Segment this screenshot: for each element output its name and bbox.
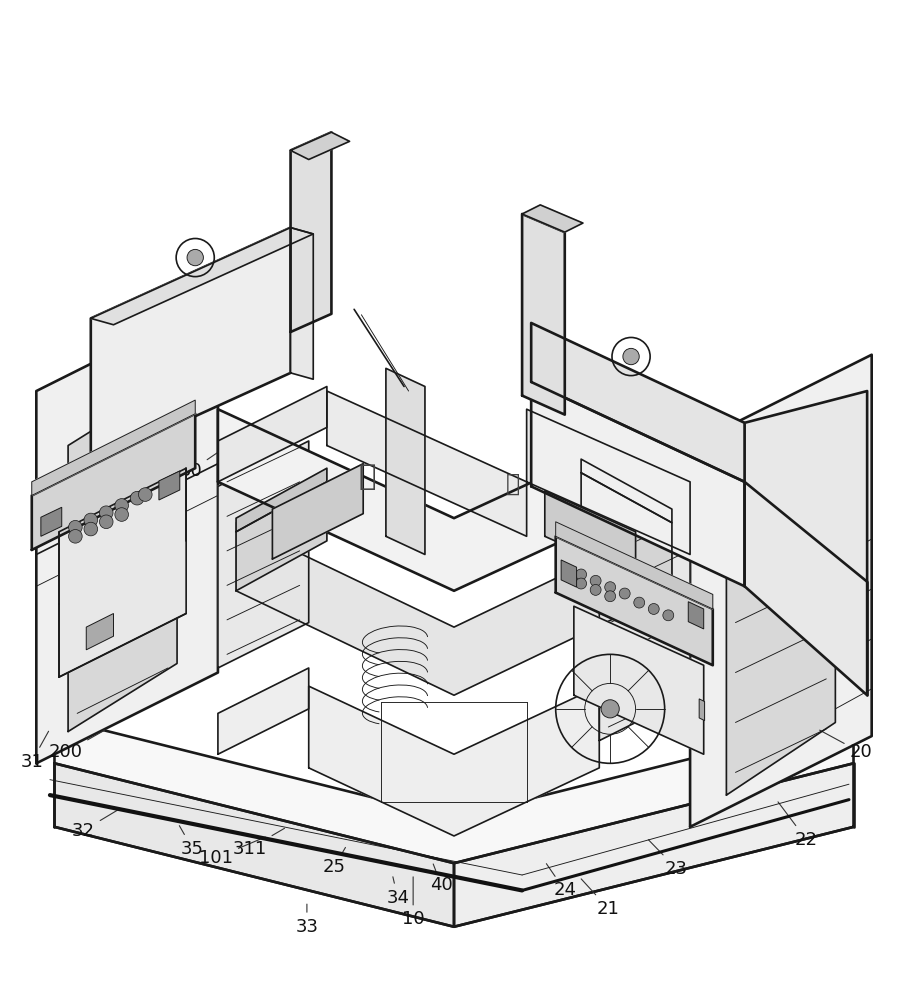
- Text: 10: 10: [402, 877, 424, 928]
- Polygon shape: [91, 228, 313, 325]
- Circle shape: [663, 610, 674, 621]
- Circle shape: [138, 488, 152, 501]
- Circle shape: [69, 530, 82, 543]
- Polygon shape: [531, 323, 745, 482]
- Polygon shape: [236, 468, 327, 532]
- Polygon shape: [218, 386, 327, 482]
- Text: 34: 34: [386, 877, 410, 907]
- Polygon shape: [218, 668, 309, 754]
- Polygon shape: [527, 409, 690, 554]
- Polygon shape: [522, 205, 583, 232]
- Polygon shape: [218, 409, 690, 591]
- Polygon shape: [531, 382, 745, 586]
- Polygon shape: [386, 368, 425, 554]
- Polygon shape: [68, 377, 177, 732]
- Polygon shape: [291, 132, 350, 159]
- Text: 30: 30: [179, 449, 222, 480]
- Text: 35: 35: [180, 826, 204, 858]
- Circle shape: [623, 348, 639, 365]
- Circle shape: [619, 588, 630, 599]
- Polygon shape: [599, 514, 690, 741]
- Circle shape: [601, 700, 619, 718]
- Polygon shape: [309, 686, 599, 836]
- Circle shape: [114, 508, 129, 521]
- Circle shape: [84, 522, 98, 536]
- Circle shape: [590, 575, 601, 586]
- Polygon shape: [86, 613, 114, 650]
- Polygon shape: [581, 459, 672, 523]
- Text: 101: 101: [199, 837, 265, 867]
- Circle shape: [114, 499, 129, 512]
- Circle shape: [187, 249, 203, 266]
- Polygon shape: [91, 228, 291, 464]
- Polygon shape: [32, 400, 195, 495]
- Polygon shape: [159, 471, 180, 500]
- Text: 40: 40: [429, 864, 453, 894]
- Polygon shape: [454, 763, 854, 927]
- Circle shape: [100, 515, 113, 529]
- Polygon shape: [36, 300, 218, 763]
- Polygon shape: [291, 228, 313, 379]
- Polygon shape: [218, 441, 309, 668]
- Polygon shape: [522, 214, 565, 415]
- Polygon shape: [545, 491, 636, 577]
- Polygon shape: [236, 523, 672, 695]
- Circle shape: [605, 582, 616, 593]
- Circle shape: [590, 584, 601, 595]
- Text: 200: 200: [48, 730, 104, 761]
- Circle shape: [576, 578, 587, 589]
- Circle shape: [69, 520, 82, 534]
- Text: 32: 32: [72, 810, 117, 840]
- Polygon shape: [41, 507, 62, 536]
- Text: 311: 311: [232, 828, 284, 858]
- Polygon shape: [54, 718, 854, 863]
- Polygon shape: [690, 355, 872, 827]
- Text: 20: 20: [820, 730, 873, 761]
- Polygon shape: [556, 522, 713, 609]
- Polygon shape: [726, 405, 835, 795]
- Polygon shape: [327, 391, 527, 536]
- Circle shape: [605, 591, 616, 602]
- Text: 31: 31: [20, 731, 49, 771]
- Polygon shape: [581, 473, 672, 591]
- Polygon shape: [54, 763, 454, 927]
- Text: 22: 22: [778, 802, 818, 849]
- Polygon shape: [561, 560, 577, 587]
- Polygon shape: [699, 699, 705, 721]
- Text: 木: 木: [506, 472, 520, 496]
- Circle shape: [648, 604, 659, 614]
- Text: 25: 25: [322, 847, 346, 876]
- Circle shape: [576, 569, 587, 580]
- Circle shape: [634, 597, 645, 608]
- Circle shape: [84, 513, 98, 527]
- Text: 工: 工: [359, 463, 377, 491]
- Circle shape: [100, 506, 113, 520]
- Polygon shape: [236, 482, 327, 591]
- Polygon shape: [59, 468, 186, 677]
- Polygon shape: [291, 132, 331, 332]
- Polygon shape: [745, 391, 867, 695]
- Polygon shape: [556, 536, 713, 665]
- Text: 24: 24: [547, 864, 577, 899]
- Circle shape: [131, 491, 143, 505]
- Polygon shape: [272, 464, 363, 559]
- Text: 21: 21: [581, 879, 620, 918]
- Polygon shape: [574, 606, 704, 754]
- Text: 33: 33: [295, 904, 319, 936]
- Polygon shape: [32, 414, 195, 550]
- Text: 23: 23: [648, 840, 688, 878]
- Polygon shape: [688, 602, 704, 629]
